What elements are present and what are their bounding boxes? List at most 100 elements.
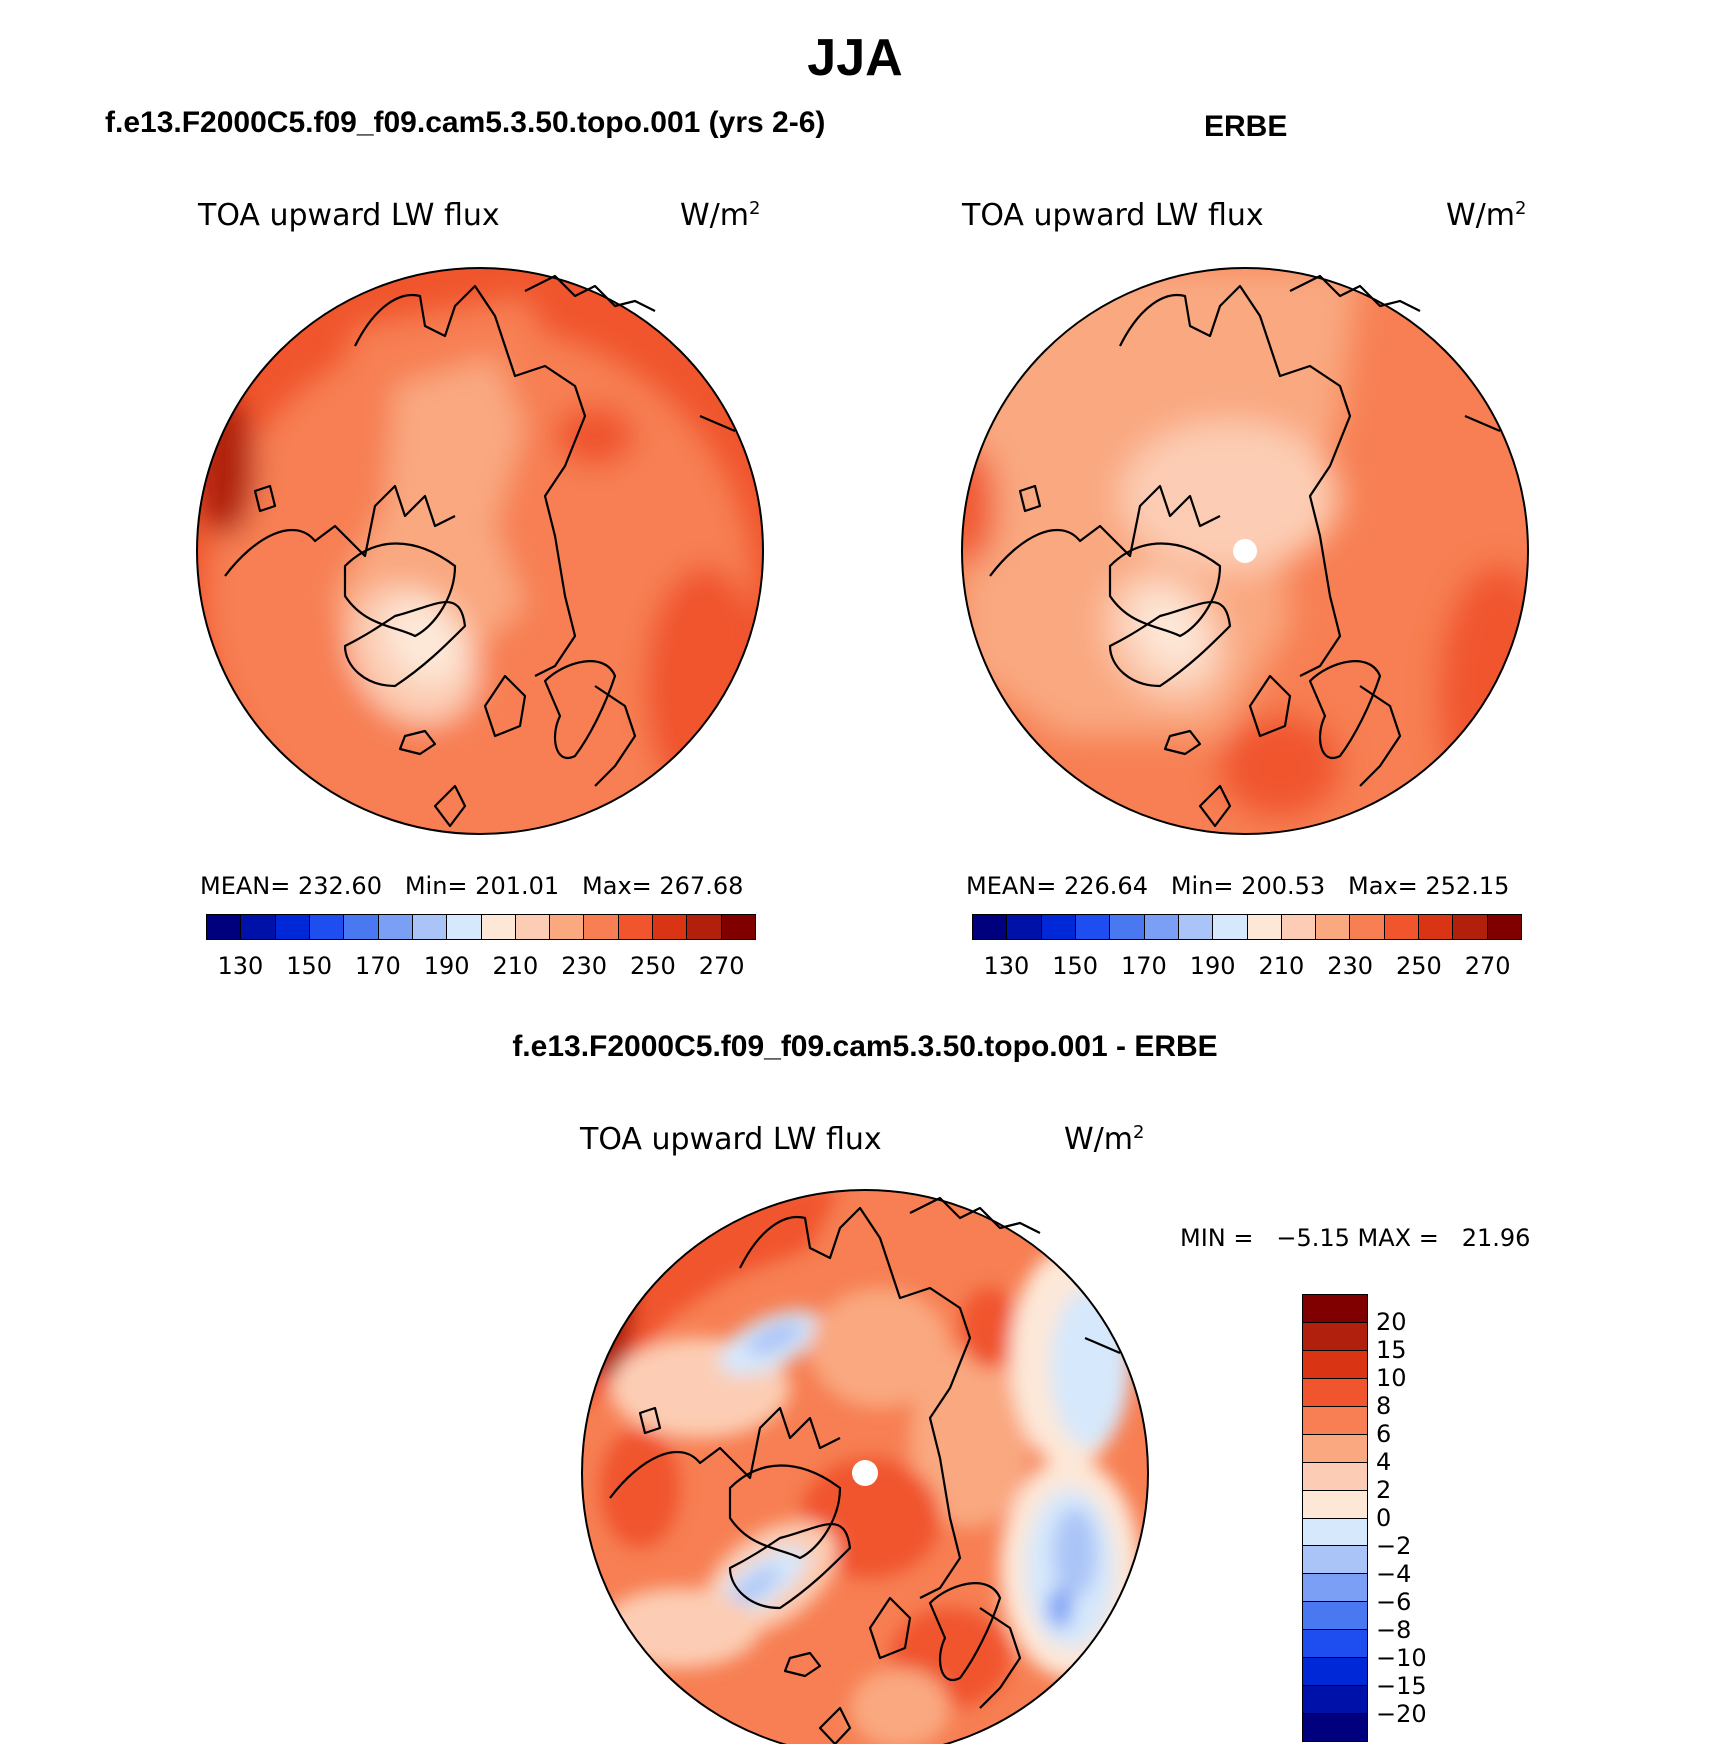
diff-colorbar-tick-label: 2 [1376, 1476, 1392, 1504]
obs-colorbar-ticks: 130 150 170 190 210 230 250 270 [972, 952, 1522, 982]
obs-units-label: W/m2 [1446, 198, 1527, 233]
diff-colorbar-color-box [1303, 1518, 1367, 1547]
diff-colorbar-tick-label: −4 [1376, 1560, 1412, 1588]
obs-colorbar [972, 914, 1522, 940]
diff-colorbar-tick-label: −6 [1376, 1588, 1412, 1616]
model-colorbar-tick-label: 190 [423, 952, 470, 980]
model-colorbar-tick-label: 170 [354, 952, 401, 980]
diff-colorbar-color-box [1303, 1406, 1367, 1435]
diff-units-label: W/m2 [1064, 1122, 1145, 1157]
diff-colorbar-color-box [1303, 1546, 1367, 1575]
model-panel-title: f.e13.F2000C5.f09_f09.cam5.3.50.topo.001… [105, 106, 826, 139]
obs-colorbar-color-box [973, 915, 1008, 939]
obs-map-border [961, 267, 1529, 835]
diff-colorbar-color-box [1303, 1714, 1367, 1741]
model-colorbar-color-box [481, 915, 516, 939]
obs-polar-map [961, 267, 1529, 835]
diff-colorbar [1302, 1294, 1368, 1742]
model-colorbar-color-box [344, 915, 379, 939]
diff-colorbar-ticks: 20 15 10 8 6 4 2 0 −2 −4 −6 −8 −10 −15 −20 [1376, 1294, 1456, 1742]
obs-colorbar-color-box [1213, 915, 1248, 939]
diff-colorbar-tick-label: 8 [1376, 1392, 1392, 1420]
model-colorbar [206, 914, 756, 940]
diff-colorbar-color-box [1303, 1350, 1367, 1379]
diff-colorbar-color-box [1303, 1322, 1367, 1351]
model-map-border [196, 267, 764, 835]
obs-colorbar-color-box [1007, 915, 1042, 939]
diff-panel-title: f.e13.F2000C5.f09_f09.cam5.3.50.topo.001… [512, 1030, 1218, 1063]
model-colorbar-color-box [378, 915, 413, 939]
diff-colorbar-tick-label: 10 [1376, 1364, 1407, 1392]
diff-coastlines [609, 1196, 1121, 1744]
obs-colorbar-color-box [1419, 915, 1454, 939]
diff-colorbar-color-box [1303, 1295, 1367, 1323]
obs-colorbar-color-box [1281, 915, 1317, 939]
model-colorbar-color-box [515, 915, 551, 939]
diff-variable-label: TOA upward LW flux [580, 1122, 882, 1157]
diff-colorbar-color-box [1303, 1686, 1367, 1715]
model-colorbar-color-box [207, 915, 242, 939]
obs-colorbar-color-box [1144, 915, 1179, 939]
model-colorbar-tick-label: 270 [698, 952, 745, 980]
diff-colorbar-color-box [1303, 1490, 1367, 1519]
diff-colorbar-color-box [1303, 1574, 1367, 1603]
diff-colorbar-tick-label: 4 [1376, 1448, 1392, 1476]
model-stats: MEAN= 232.60 Min= 201.01 Max= 267.68 [200, 872, 744, 900]
diff-min-max: MIN = −5.15 MAX = 21.96 [1180, 1224, 1531, 1252]
model-colorbar-color-box [550, 915, 585, 939]
model-colorbar-tick-label: 150 [286, 952, 333, 980]
diff-map-border [581, 1189, 1149, 1744]
model-colorbar-tick-label: 230 [561, 952, 608, 980]
model-colorbar-color-box [721, 915, 755, 939]
obs-colorbar-tick-label: 210 [1258, 952, 1305, 980]
model-colorbar-tick-label: 130 [217, 952, 264, 980]
diff-colorbar-color-box [1303, 1658, 1367, 1687]
obs-colorbar-tick-label: 170 [1120, 952, 1167, 980]
obs-variable-label: TOA upward LW flux [962, 198, 1264, 233]
diff-colorbar-tick-label: −20 [1376, 1700, 1427, 1728]
obs-colorbar-tick-label: 270 [1464, 952, 1511, 980]
model-variable-label: TOA upward LW flux [198, 198, 500, 233]
diff-colorbar-color-box [1303, 1434, 1367, 1463]
obs-colorbar-color-box [1110, 915, 1145, 939]
obs-colorbar-color-box [1350, 915, 1385, 939]
model-colorbar-tick-label: 210 [492, 952, 539, 980]
obs-colorbar-color-box [1384, 915, 1420, 939]
diff-colorbar-color-box [1303, 1630, 1367, 1659]
obs-colorbar-color-box [1247, 915, 1282, 939]
model-colorbar-color-box [275, 915, 310, 939]
diff-colorbar-tick-label: −15 [1376, 1672, 1427, 1700]
diff-polar-map [581, 1189, 1149, 1744]
model-colorbar-color-box [653, 915, 688, 939]
figure-title: JJA [807, 29, 903, 87]
obs-colorbar-color-box [1178, 915, 1214, 939]
diff-colorbar-tick-label: 6 [1376, 1420, 1392, 1448]
model-colorbar-color-box [447, 915, 482, 939]
model-colorbar-color-box [584, 915, 619, 939]
model-coastlines [224, 274, 736, 828]
obs-colorbar-color-box [1075, 915, 1111, 939]
diff-colorbar-tick-label: 20 [1376, 1308, 1407, 1336]
obs-pole-missing-data [1233, 539, 1257, 563]
obs-colorbar-tick-label: 190 [1189, 952, 1236, 980]
model-colorbar-color-box [687, 915, 722, 939]
model-colorbar-tick-label: 250 [629, 952, 676, 980]
diff-colorbar-tick-label: −2 [1376, 1532, 1412, 1560]
model-colorbar-ticks: 130 150 170 190 210 230 250 270 [206, 952, 756, 982]
diff-colorbar-tick-label: 15 [1376, 1336, 1407, 1364]
obs-colorbar-color-box [1041, 915, 1076, 939]
obs-coastlines [989, 274, 1501, 828]
model-units-label: W/m2 [680, 198, 761, 233]
diff-colorbar-color-box [1303, 1602, 1367, 1631]
diff-colorbar-tick-label: 0 [1376, 1504, 1392, 1532]
diff-colorbar-color-box [1303, 1462, 1367, 1491]
obs-colorbar-tick-label: 130 [983, 952, 1030, 980]
obs-stats: MEAN= 226.64 Min= 200.53 Max= 252.15 [966, 872, 1510, 900]
diff-colorbar-tick-label: −10 [1376, 1644, 1427, 1672]
obs-colorbar-tick-label: 230 [1327, 952, 1374, 980]
model-colorbar-color-box [618, 915, 654, 939]
obs-colorbar-color-box [1487, 915, 1521, 939]
model-polar-map [196, 267, 764, 835]
diff-colorbar-color-box [1303, 1378, 1367, 1407]
model-colorbar-color-box [241, 915, 276, 939]
